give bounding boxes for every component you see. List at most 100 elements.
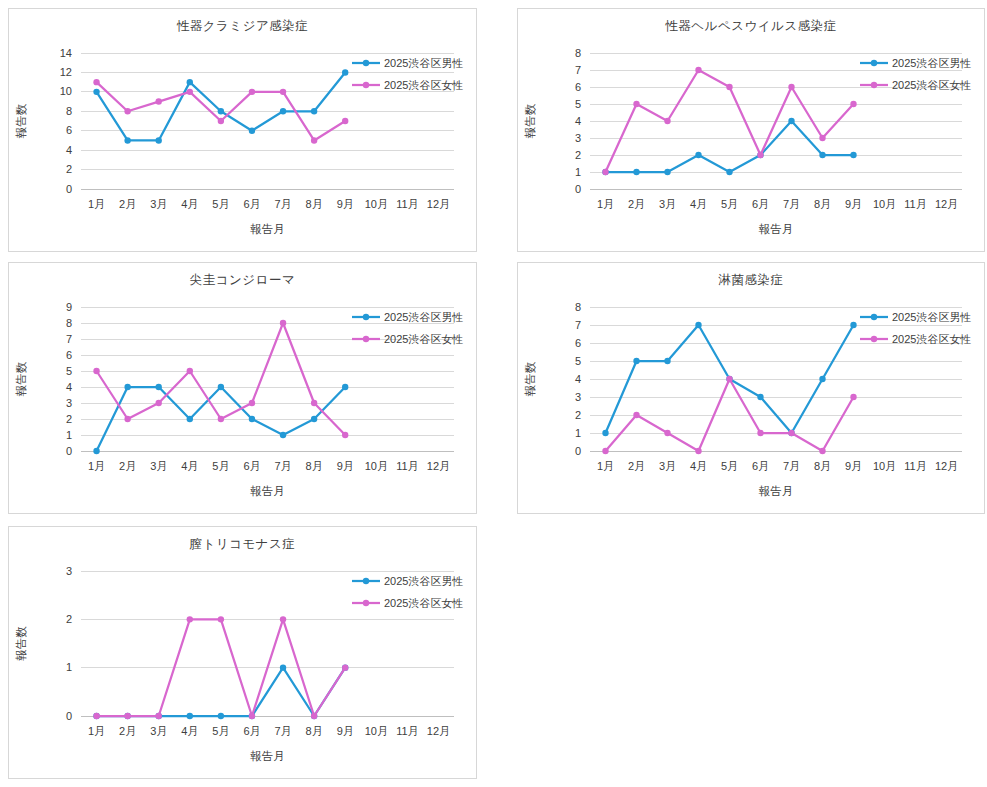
- data-point-male: [819, 152, 825, 158]
- x-tick-label: 12月: [935, 198, 958, 210]
- data-point-male: [633, 358, 639, 364]
- x-axis-title: 報告月: [250, 223, 285, 235]
- data-point-female: [788, 430, 794, 436]
- y-tick-label: 4: [66, 381, 72, 393]
- x-tick-label: 11月: [904, 198, 926, 210]
- legend-label: 2025渋谷区男性: [384, 575, 463, 587]
- series-line-male: [97, 668, 346, 716]
- legend-label: 2025渋谷区男性: [384, 311, 463, 323]
- x-tick-label: 9月: [337, 460, 354, 472]
- data-point-male: [187, 416, 193, 422]
- data-point-male: [664, 358, 670, 364]
- x-tick-label: 4月: [181, 460, 198, 472]
- data-point-male: [788, 118, 794, 124]
- x-tick-label: 3月: [659, 460, 676, 472]
- x-tick-label: 10月: [873, 460, 896, 472]
- y-tick-label: 0: [66, 445, 72, 457]
- legend-item-male: 2025渋谷区男性: [860, 311, 971, 323]
- legend-item-male: 2025渋谷区男性: [352, 57, 463, 69]
- data-point-female: [726, 84, 732, 90]
- data-point-female: [788, 84, 794, 90]
- data-point-male: [218, 108, 224, 114]
- y-tick-label: 1: [575, 166, 581, 178]
- data-point-male: [695, 322, 701, 328]
- legend-marker-icon: [871, 82, 877, 88]
- data-point-male: [93, 89, 99, 95]
- y-tick-label: 3: [66, 565, 72, 577]
- x-tick-label: 3月: [150, 725, 167, 737]
- legend-marker-icon: [871, 60, 877, 66]
- data-point-female: [757, 430, 763, 436]
- y-tick-label: 8: [575, 47, 581, 59]
- chart-title: 尖圭コンジローマ: [9, 263, 476, 291]
- x-tick-label: 8月: [306, 725, 323, 737]
- legend-label: 2025渋谷区女性: [384, 79, 463, 91]
- data-point-male: [664, 169, 670, 175]
- x-tick-label: 11月: [396, 725, 418, 737]
- data-point-female: [249, 400, 255, 406]
- legend-label: 2025渋谷区男性: [892, 311, 971, 323]
- legend-marker-icon: [363, 82, 369, 88]
- data-point-male: [280, 432, 286, 438]
- chart-title: 性器クラミジア感染症: [9, 9, 476, 37]
- data-point-male: [124, 137, 130, 143]
- legend-label: 2025渋谷区男性: [384, 57, 463, 69]
- x-tick-label: 4月: [181, 725, 198, 737]
- y-tick-label: 2: [575, 149, 581, 161]
- y-tick-label: 6: [575, 81, 581, 93]
- data-point-female: [633, 412, 639, 418]
- x-tick-label: 9月: [337, 198, 354, 210]
- x-tick-label: 7月: [274, 198, 291, 210]
- legend-marker-icon: [363, 600, 369, 606]
- x-tick-label: 7月: [274, 725, 291, 737]
- y-tick-label: 0: [575, 445, 581, 457]
- x-tick-label: 6月: [752, 198, 769, 210]
- data-point-female: [124, 416, 130, 422]
- data-point-female: [93, 713, 99, 719]
- data-point-female: [726, 376, 732, 382]
- data-point-male: [342, 69, 348, 75]
- data-point-female: [187, 368, 193, 374]
- data-point-female: [187, 616, 193, 622]
- data-point-female: [280, 320, 286, 326]
- x-tick-label: 2月: [119, 198, 136, 210]
- data-point-male: [695, 152, 701, 158]
- chart-card-herpes: 性器ヘルペスウイルス感染症 0123456781月2月3月4月5月6月7月8月9…: [517, 8, 985, 252]
- data-point-female: [156, 713, 162, 719]
- x-tick-label: 3月: [659, 198, 676, 210]
- x-tick-label: 2月: [119, 460, 136, 472]
- x-tick-label: 1月: [597, 198, 614, 210]
- data-point-female: [249, 89, 255, 95]
- y-tick-label: 0: [66, 183, 72, 195]
- y-tick-label: 3: [66, 397, 72, 409]
- chart-title: 性器ヘルペスウイルス感染症: [518, 9, 984, 37]
- data-point-male: [187, 79, 193, 85]
- y-axis-title: 報告数: [524, 103, 536, 138]
- data-point-female: [280, 89, 286, 95]
- x-tick-label: 5月: [212, 460, 229, 472]
- x-axis-title: 報告月: [250, 750, 285, 762]
- y-tick-label: 10: [60, 85, 72, 97]
- legend-label: 2025渋谷区男性: [892, 57, 971, 69]
- legend-marker-icon: [363, 60, 369, 66]
- data-point-female: [187, 89, 193, 95]
- x-tick-label: 12月: [935, 460, 958, 472]
- x-tick-label: 2月: [628, 198, 645, 210]
- data-point-male: [187, 713, 193, 719]
- x-tick-label: 4月: [690, 198, 707, 210]
- x-tick-label: 6月: [243, 725, 260, 737]
- data-point-female: [602, 448, 608, 454]
- x-tick-label: 12月: [427, 198, 450, 210]
- data-point-male: [850, 152, 856, 158]
- data-point-female: [664, 430, 670, 436]
- x-tick-label: 12月: [427, 725, 450, 737]
- x-axis-title: 報告月: [250, 485, 285, 497]
- y-tick-label: 7: [575, 64, 581, 76]
- y-tick-label: 6: [66, 349, 72, 361]
- legend-marker-icon: [871, 336, 877, 342]
- x-tick-label: 6月: [243, 460, 260, 472]
- y-tick-label: 1: [66, 429, 72, 441]
- data-point-male: [93, 448, 99, 454]
- x-tick-label: 12月: [427, 460, 450, 472]
- data-point-male: [311, 416, 317, 422]
